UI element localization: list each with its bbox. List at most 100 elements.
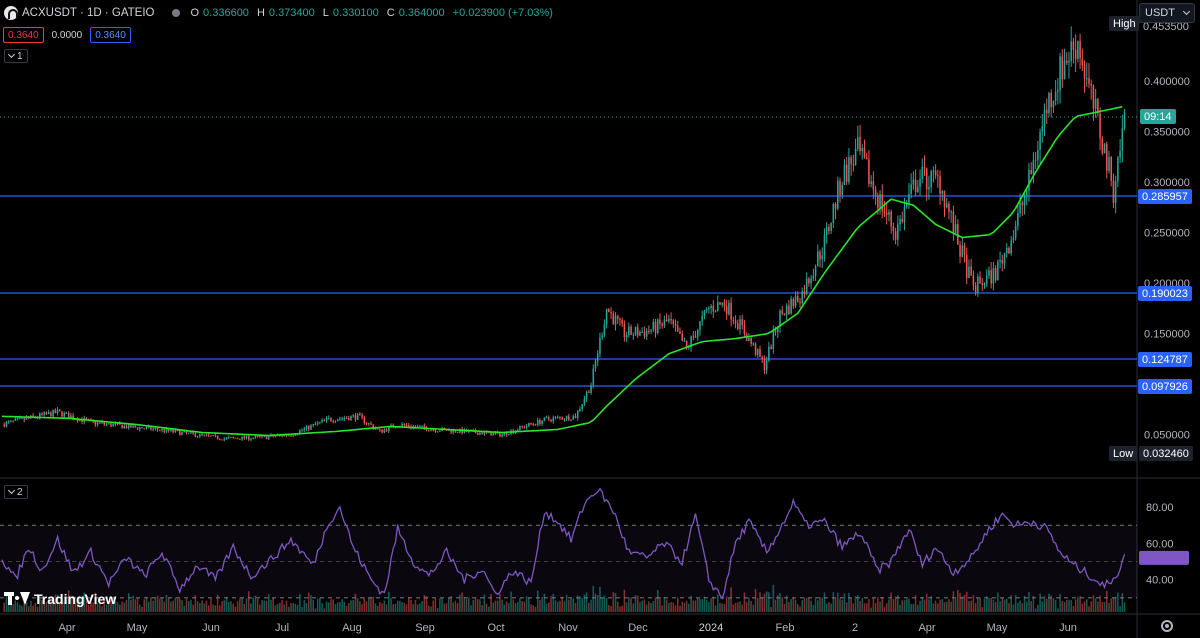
volume-bar [676, 597, 679, 612]
candle-body [256, 436, 259, 438]
candle-body [223, 438, 226, 441]
volume-bar [561, 596, 563, 612]
volume-bar [5, 592, 8, 612]
level-tag-2[interactable]: 0.190023 [1138, 286, 1192, 301]
volume-bar [319, 598, 321, 612]
candle-body [361, 414, 363, 418]
gear-icon[interactable] [1161, 620, 1173, 632]
candle-body [985, 275, 988, 284]
candle-body [161, 429, 163, 431]
level-tag-1[interactable]: 0.285957 [1138, 189, 1192, 204]
candle-body [132, 425, 134, 428]
tradingview-logo[interactable]: TradingView [4, 591, 116, 607]
ask-price-button[interactable]: 0.3640 [90, 27, 131, 43]
volume-bar [1085, 599, 1088, 612]
volume-bar [96, 602, 99, 612]
main-pane-toggle[interactable]: 1 [4, 49, 28, 63]
volume-bar [708, 602, 710, 612]
candle-body [292, 435, 294, 437]
volume-bar [414, 599, 417, 612]
volume-bar [977, 598, 979, 612]
candle-body [650, 329, 652, 332]
candle-body [716, 302, 719, 312]
volume-bar [770, 606, 772, 612]
candle-body [347, 418, 350, 421]
candle-body [423, 425, 426, 428]
volume-bar [30, 600, 32, 612]
candle-body [768, 346, 770, 361]
currency-label: USDT [1145, 7, 1175, 19]
volume-bar [428, 605, 430, 612]
candle-body [23, 417, 26, 420]
candle-body [47, 412, 50, 415]
volume-bar [990, 597, 992, 612]
candle-body [761, 356, 764, 360]
currency-select[interactable]: USDT [1139, 3, 1195, 23]
candle-body [1025, 190, 1028, 196]
eye-icon[interactable] [172, 9, 181, 17]
volume-bar [934, 600, 937, 612]
candle-body [670, 318, 672, 321]
candle-body [903, 206, 906, 222]
volume-bar [1014, 595, 1017, 612]
volume-bar [150, 596, 152, 612]
candle-body [1108, 157, 1110, 171]
bid-price-button[interactable]: 0.3640 [3, 27, 44, 43]
candle-body [201, 433, 203, 435]
volume-bar [756, 597, 759, 612]
volume-bar [225, 596, 228, 612]
volume-bar [854, 596, 857, 612]
volume-bar [21, 605, 23, 612]
volume-bar [59, 604, 61, 612]
volume-bar [292, 603, 294, 612]
candle-body [334, 421, 337, 423]
price-tick-label: 0.150000 [1144, 329, 1190, 341]
level-tag-3[interactable]: 0.124787 [1138, 352, 1192, 367]
volume-bar [125, 599, 128, 612]
candle-body [1117, 157, 1119, 182]
candle-body [307, 425, 310, 430]
candle-body [614, 315, 617, 325]
candle-body [823, 235, 826, 256]
volume-bar [914, 595, 917, 612]
rsi-pane-toggle[interactable]: 2 [4, 485, 28, 499]
candle-body [563, 419, 566, 421]
level-tag-4[interactable]: 0.097926 [1138, 379, 1192, 394]
candle-body [570, 419, 572, 421]
volume-bar [852, 603, 855, 612]
candle-body [885, 212, 888, 215]
volume-bar [365, 601, 368, 612]
volume-bar [670, 602, 672, 612]
horizontal-levels[interactable] [0, 116, 1137, 387]
volume-bar [312, 599, 314, 612]
volume-bar [510, 591, 512, 612]
moving-average [1, 105, 1123, 437]
volume-bar [752, 604, 755, 612]
candle-body [385, 429, 388, 432]
volume-bar [917, 604, 919, 612]
candle-body [127, 424, 130, 429]
candle-body [179, 430, 181, 435]
candle-body [672, 320, 675, 325]
candle-body [367, 423, 370, 425]
volume-bar [423, 595, 426, 612]
candle-body [974, 285, 977, 293]
volume-bar [101, 606, 103, 612]
ohlc-open-value: 0.336600 [203, 7, 249, 19]
candle-body [1021, 202, 1024, 206]
volume-bar [648, 601, 650, 612]
candle-body [501, 434, 503, 437]
volume-bar [310, 595, 312, 612]
volume-bar [401, 602, 403, 612]
candle-body [1023, 195, 1026, 206]
volume-bar [210, 598, 212, 612]
symbol-title[interactable]: ACXUSDT · 1D · GATEIO [22, 7, 155, 19]
candle-body [1092, 85, 1095, 109]
candle-body [212, 435, 214, 437]
volume-bar [241, 597, 243, 612]
candle-body [1012, 237, 1015, 241]
volume-bar [425, 596, 428, 612]
candle-body [561, 417, 563, 420]
volume-bar [387, 591, 390, 612]
